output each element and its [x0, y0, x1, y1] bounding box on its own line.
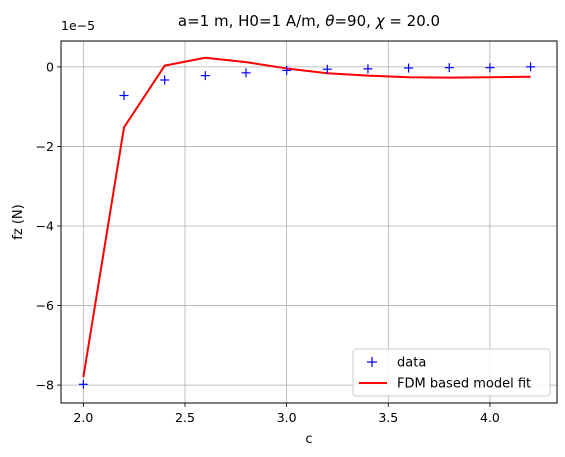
- legend-box: [352, 348, 551, 397]
- fit-line: [82, 56, 531, 378]
- x-axis-ticks: 2.0 2.5 3.0 3.5 4.0: [73, 403, 500, 425]
- y-tick-label: −4: [36, 218, 54, 233]
- series-data: [78, 62, 536, 389]
- legend-label-data: data: [397, 356, 426, 371]
- data-point: [241, 68, 251, 78]
- series-fit: [82, 56, 531, 378]
- data-point: [200, 71, 210, 81]
- data-point: [160, 75, 170, 85]
- data-point: [282, 65, 292, 75]
- x-axis-label: c: [305, 432, 312, 447]
- y-tick-label: −2: [36, 139, 54, 154]
- data-point: [526, 62, 536, 72]
- y-tick-label: −8: [36, 378, 54, 393]
- x-tick-label: 4.0: [480, 410, 500, 425]
- data-point: [404, 63, 414, 73]
- data-point: [78, 379, 88, 389]
- y-tick-label: 0: [46, 59, 54, 74]
- data-point: [322, 64, 332, 74]
- plot-frame: [60, 40, 558, 404]
- y-tick-label: −6: [36, 298, 54, 313]
- legend-label-fit: FDM based model fit: [397, 377, 531, 392]
- y-offset-label: 1e−5: [61, 18, 95, 33]
- y-axis-ticks: −8 −6 −4 −2 0: [36, 59, 61, 393]
- data-point: [363, 64, 373, 74]
- legend: data FDM based model fit: [352, 348, 551, 397]
- grid: [61, 41, 557, 403]
- x-tick-label: 3.0: [277, 410, 297, 425]
- data-point: [485, 63, 495, 73]
- plot-background: [61, 41, 557, 403]
- x-tick-label: 2.0: [73, 410, 93, 425]
- y-axis-label: fz (N): [11, 204, 26, 239]
- x-tick-label: 2.5: [175, 410, 195, 425]
- data-point: [444, 63, 454, 73]
- legend-marker-data: [367, 357, 377, 367]
- x-tick-label: 3.5: [378, 410, 398, 425]
- data-point: [119, 90, 129, 100]
- chart-title: a=1 m, H0=1 A/m, θ=90, χ = 20.0: [178, 12, 440, 30]
